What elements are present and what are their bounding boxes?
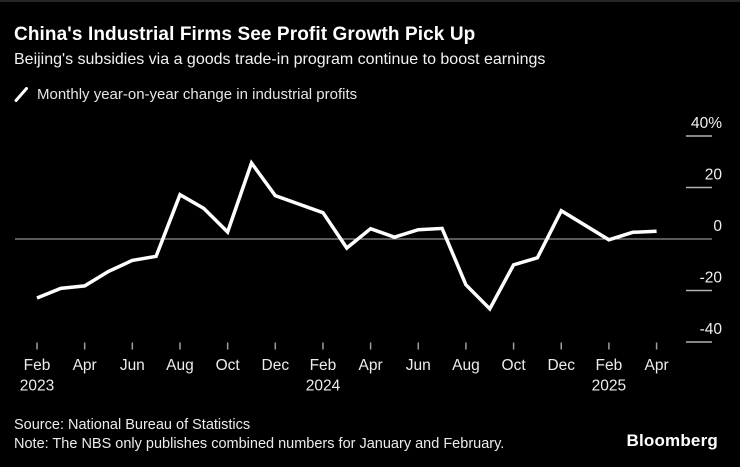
x-axis-month-label: Apr (645, 357, 669, 374)
x-axis-year-label: 2023 (20, 378, 54, 395)
x-axis-month-label: Oct (216, 357, 241, 374)
source-note: Source: National Bureau of Statistics (14, 417, 251, 433)
x-axis-month-label: Feb (596, 357, 623, 374)
x-axis-year-label: 2025 (592, 378, 626, 395)
profit-growth-line (36, 159, 657, 312)
y-axis-label: 0 (713, 218, 722, 235)
y-axis-label: -20 (700, 270, 723, 287)
legend: Monthly year-on-year change in industria… (14, 86, 357, 103)
legend-label: Monthly year-on-year change in industria… (37, 86, 358, 103)
x-axis-month-label: Jun (406, 357, 431, 374)
x-axis-month-label: Apr (73, 357, 97, 374)
y-axis-label: 40% (691, 115, 722, 132)
x-axis-month-label: Aug (452, 357, 480, 374)
x-axis-month-label: Apr (359, 357, 383, 374)
chart-title: China's Industrial Firms See Profit Grow… (14, 24, 476, 45)
x-axis-month-label: Dec (547, 357, 575, 374)
bloomberg-logo: Bloomberg (626, 431, 718, 450)
x-axis-month-label: Dec (262, 357, 290, 374)
y-axis-label: 20 (705, 167, 723, 184)
x-axis-year-label: 2024 (306, 378, 341, 395)
x-axis-month-label: Feb (24, 357, 51, 374)
methodology-note: Note: The NBS only publishes combined nu… (14, 436, 505, 452)
x-axis-month-label: Feb (310, 357, 337, 374)
x-axis-month-label: Aug (166, 357, 194, 374)
slash-line-icon (14, 87, 29, 102)
x-axis-month-label: Oct (502, 357, 527, 374)
chart-subtitle: Beijing's subsidies via a goods trade-in… (14, 51, 546, 68)
x-axis-month-label: Jun (120, 357, 145, 374)
y-axis-label: -40 (700, 321, 723, 338)
